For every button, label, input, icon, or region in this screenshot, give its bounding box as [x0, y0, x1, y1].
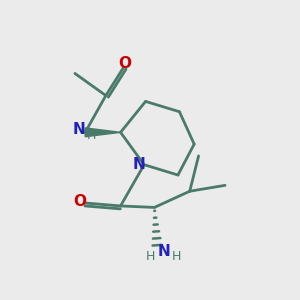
Text: N: N — [132, 157, 145, 172]
Text: H: H — [87, 129, 96, 142]
Polygon shape — [85, 128, 121, 137]
Text: O: O — [118, 56, 131, 70]
Text: O: O — [74, 194, 86, 209]
Text: N: N — [72, 122, 85, 137]
Text: H: H — [172, 250, 181, 262]
Text: H: H — [145, 250, 155, 262]
Text: N: N — [158, 244, 170, 259]
